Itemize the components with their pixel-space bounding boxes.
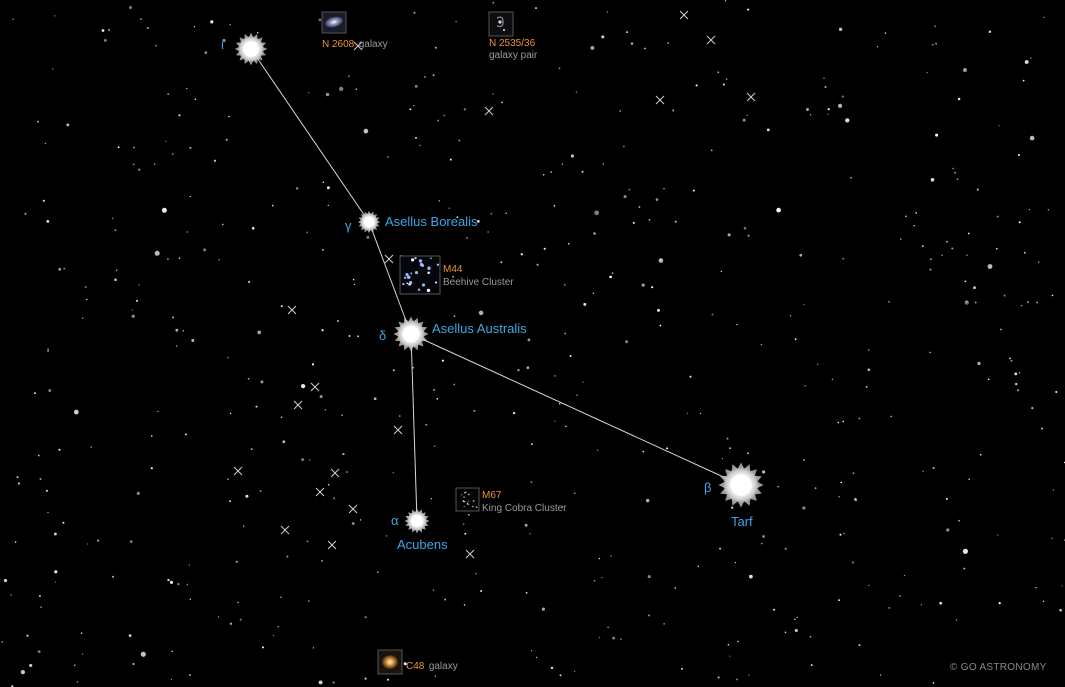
star-alpha-name[interactable]: Acubens <box>397 537 448 552</box>
ngc2535-thumbnail[interactable] <box>488 11 514 37</box>
ngc2608-id: N 2608 <box>322 39 355 50</box>
star-gamma-symbol: γ <box>345 218 352 233</box>
m44-type: Beehive Cluster <box>443 277 514 288</box>
ngc2608-thumbnail[interactable] <box>321 11 347 34</box>
star-alpha-symbol: α <box>391 513 399 528</box>
m67-label[interactable]: M67 King Cobra Cluster <box>482 491 566 514</box>
m67-id: M67 <box>482 490 502 501</box>
line-iota-gamma <box>250 48 370 223</box>
m67-type: King Cobra Cluster <box>482 503 567 514</box>
constellation-stars <box>234 32 764 534</box>
c48-type: galaxy <box>428 661 458 672</box>
m67-thumbnail[interactable] <box>455 487 480 512</box>
m44-thumbnail[interactable] <box>399 255 441 295</box>
c48-label[interactable]: C48 galaxy <box>406 657 458 673</box>
m44-id: M44 <box>443 264 463 275</box>
faint-star-markers <box>233 10 756 559</box>
star-beta-name[interactable]: Tarf <box>731 514 753 529</box>
star-iota[interactable] <box>234 32 268 66</box>
star-gamma[interactable] <box>357 210 381 234</box>
ngc2608-label[interactable]: N 2608 galaxy <box>322 35 388 51</box>
star-iota-symbol: ι <box>221 37 224 52</box>
ngc2535-label[interactable]: N 2535/36 galaxy pair <box>489 39 537 61</box>
star-delta[interactable] <box>393 316 429 352</box>
constellation-lines <box>250 48 742 522</box>
ngc2535-id: N 2535/36 <box>489 38 536 49</box>
star-delta-symbol: δ <box>379 328 387 343</box>
line-delta-beta <box>410 333 742 486</box>
ngc2535-type: galaxy pair <box>489 50 538 61</box>
m44-label[interactable]: M44 Beehive Cluster <box>443 265 514 288</box>
star-gamma-name[interactable]: Asellus Borealis <box>385 214 478 229</box>
c48-id: C48 <box>406 661 425 672</box>
star-alpha[interactable] <box>404 508 430 534</box>
line-gamma-delta <box>368 221 412 335</box>
star-delta-name[interactable]: Asellus Australis <box>432 321 527 336</box>
line-delta-alpha <box>410 333 418 522</box>
star-beta[interactable] <box>718 462 764 508</box>
c48-thumbnail[interactable] <box>377 649 403 675</box>
ngc2608-type: galaxy <box>358 39 388 50</box>
copyright-notice: © GO ASTRONOMY <box>950 662 1047 673</box>
star-beta-symbol: β <box>704 480 712 495</box>
